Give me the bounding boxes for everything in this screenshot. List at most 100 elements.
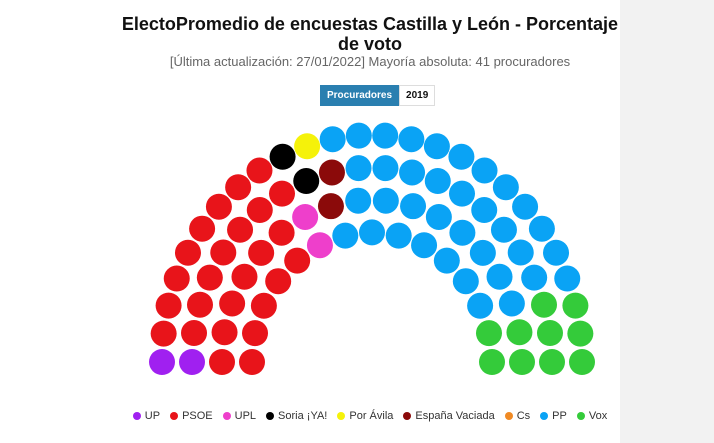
seat [372,187,399,214]
tab[interactable]: Procuradores [320,85,400,106]
legend-item[interactable]: Soria ¡YA! [266,410,327,422]
seat [246,157,273,184]
seat [528,215,555,242]
seat [294,133,321,160]
seat [509,349,535,375]
seat [181,320,208,347]
legend-item[interactable]: UPL [222,410,257,422]
seat [150,320,177,347]
legend-label: UPL [234,410,257,422]
seat [531,291,558,318]
toggle: Procuradores 2019 [320,85,436,106]
legend-item[interactable]: PP [540,410,567,422]
seat [248,239,275,266]
seat [179,349,205,375]
seat [512,193,539,220]
seat [155,292,182,319]
legend-item[interactable]: Vox [576,410,608,422]
legend: UP PSOE UPL Soria ¡YA! Por Ávila España Vacia… [0,410,714,422]
seat [246,197,273,224]
legend-label: PP [552,410,567,422]
seat [490,216,517,243]
seat [332,222,359,249]
seat [536,320,563,347]
seat [400,193,427,220]
seat [467,292,494,319]
seat [163,265,190,292]
chart [149,122,595,375]
seat [186,291,213,318]
legend-item[interactable]: España Vaciada [403,410,495,422]
seat [317,193,344,220]
seat [219,290,246,317]
sidebar [620,0,714,443]
seat [539,349,565,375]
legend-swatch [337,412,346,420]
legend-item[interactable]: PSOE [170,410,213,422]
seat [250,292,277,319]
legend-label: Vox [588,410,608,422]
seat [475,320,502,347]
legend-label: España Vaciada [415,410,495,422]
seat [345,155,372,182]
seat [209,349,235,375]
seat [469,239,496,266]
tab[interactable]: 2019 [399,85,436,106]
legend-label: PSOE [182,410,213,422]
legend-item[interactable]: Por Ávila [337,410,393,422]
legend-swatch [222,412,231,420]
seat [425,203,452,230]
seat [567,320,594,347]
chart-subtitle: [Última actualización: 27/01/2022] Mayor… [169,54,571,69]
seat [149,349,175,375]
seat [359,219,385,246]
seat [242,320,269,347]
seat [318,159,345,186]
page: ElectoPromedio de encuestas Castilla y L… [121,14,619,422]
seat [269,180,295,207]
seat [423,133,450,160]
seat [293,168,320,195]
legend-swatch [576,412,585,420]
legend-label: Soria ¡YA! [278,410,328,422]
legend-swatch [540,412,549,420]
legend-swatch [170,412,179,420]
seat [411,232,438,259]
seat [345,122,372,149]
seat [562,292,589,319]
seat [448,143,475,170]
seat [292,203,319,230]
chart-title: ElectoPromedio de encuestas Castilla y L… [121,14,619,54]
seat [399,159,426,186]
seat [507,239,534,266]
legend-item[interactable]: UP [132,410,161,422]
seat [265,268,292,295]
seat [239,349,265,375]
seat [521,264,548,291]
seat [554,265,581,292]
seat [479,349,505,375]
seat [398,126,425,153]
legend-item[interactable]: Cs [504,410,530,422]
seat [268,219,295,246]
legend-swatch [132,412,141,420]
legend-label: UP [144,410,161,422]
seat [424,168,451,195]
legend-label: Por Ávila [349,410,394,422]
seat [211,319,238,346]
seat [306,232,333,259]
seat [231,263,258,290]
seat [372,122,399,149]
seat [449,219,476,246]
legend-swatch [403,412,412,420]
seat [227,216,254,243]
seat [385,222,412,249]
seat [372,155,399,182]
seat [196,264,223,291]
seat [345,187,372,214]
seat [543,239,570,266]
seat [506,319,533,346]
legend-swatch [504,412,513,420]
seat [189,215,216,242]
seat [284,247,311,274]
